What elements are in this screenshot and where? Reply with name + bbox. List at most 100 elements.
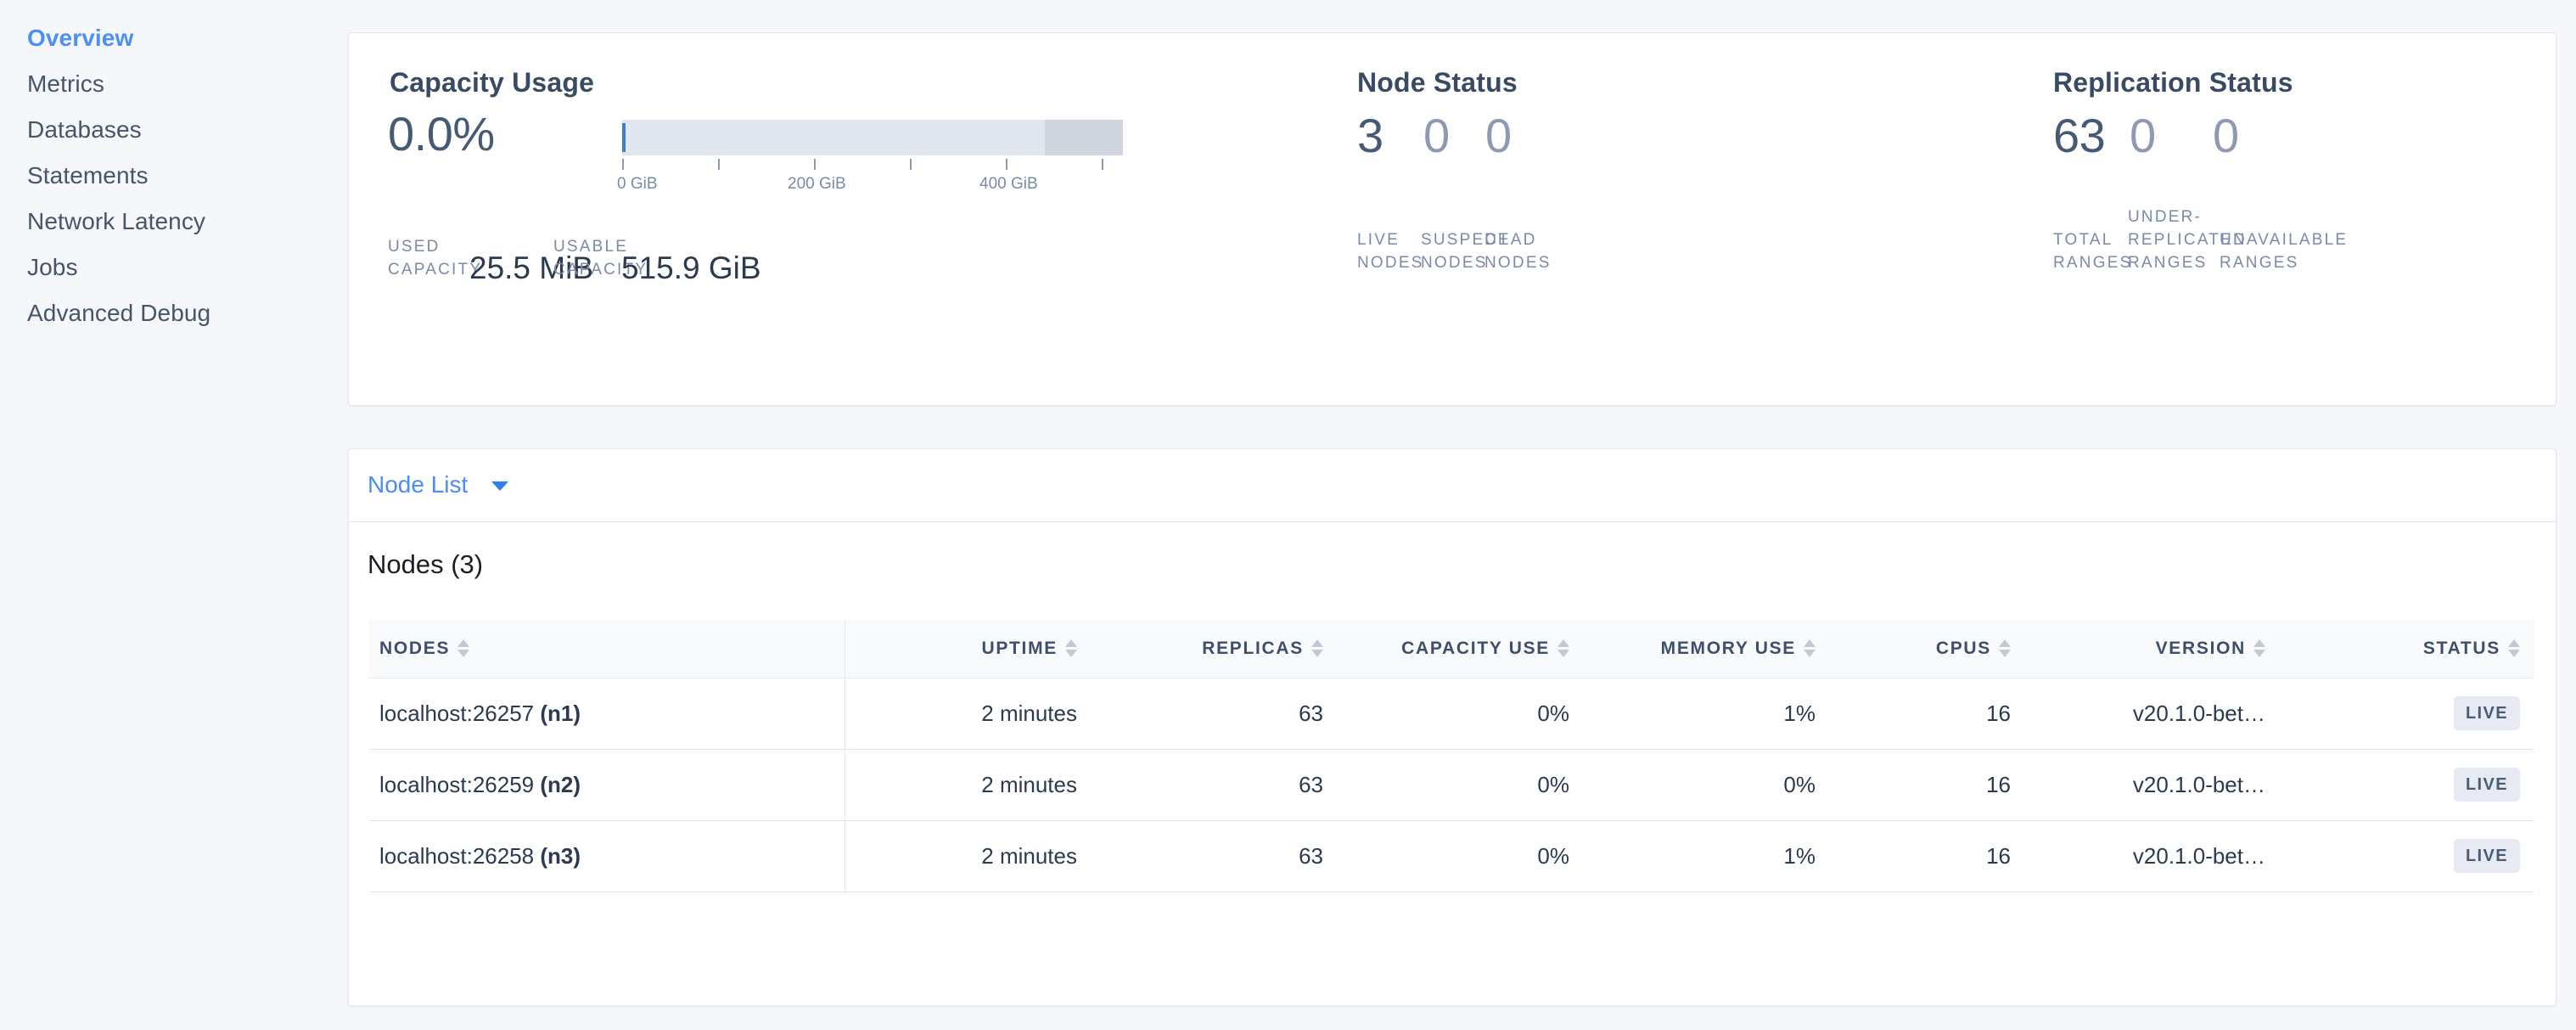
sidebar-item-statements[interactable]: Statements <box>27 162 149 189</box>
cell-status: LIVE <box>2279 678 2534 750</box>
suspect-nodes-value: 0 <box>1423 109 1450 162</box>
dead-nodes-label: DEAD NODES <box>1484 231 1552 272</box>
capacity-axis-ticks <box>622 159 1123 172</box>
cell-node[interactable]: localhost:26257 (n1) <box>369 678 845 750</box>
cell-node[interactable]: localhost:26258 (n3) <box>369 820 845 892</box>
capacity-stats: USED CAPACITY 25.5 MiB USABLE CAPACITY 5… <box>388 235 1305 295</box>
node-id: (n3) <box>540 842 581 869</box>
column-header-cpus[interactable]: CPUS <box>1829 620 2024 678</box>
live-nodes-value: 3 <box>1357 109 1383 162</box>
cell-cpus: 16 <box>1829 678 2024 750</box>
live-nodes-label: LIVE NODES <box>1357 231 1424 272</box>
cell-replicas: 63 <box>1091 820 1337 892</box>
capacity-percent-value: 0.0% <box>388 107 495 160</box>
sidebar-item-jobs[interactable]: Jobs <box>27 254 78 280</box>
status-badge: LIVE <box>2453 839 2520 873</box>
cell-uptime: 2 minutes <box>845 678 1091 750</box>
under-replicated-ranges-value: 0 <box>2130 109 2156 162</box>
nodes-table: NODES UPTIME REPLICAS <box>369 620 2534 892</box>
cluster-summary-card: Capacity Usage 0.0% 0 GiB 200 Gi <box>348 32 2556 406</box>
capacity-axis-labels: 0 GiB 200 GiB 400 GiB <box>617 175 1123 195</box>
node-host: localhost:26258 <box>379 842 535 869</box>
node-host: localhost:26257 <box>379 700 535 726</box>
cell-version: v20.1.0-bet… <box>2024 749 2279 821</box>
nodes-table-card: Nodes (3) NODES <box>348 521 2556 1006</box>
usable-capacity-value: 515.9 GiB <box>621 250 761 285</box>
cell-version: v20.1.0-bet… <box>2024 820 2279 892</box>
suspect-nodes-label: SUSPECT NODES <box>1421 231 1511 272</box>
nodes-table-title: Nodes (3) <box>368 549 484 579</box>
sidebar-item-databases[interactable]: Databases <box>27 116 142 143</box>
cell-uptime: 2 minutes <box>845 820 1091 892</box>
node-host: localhost:26259 <box>379 771 535 797</box>
used-capacity-label-line2: CAPACITY <box>388 261 483 279</box>
capacity-axis-label-2: 400 GiB <box>979 175 1038 193</box>
sort-arrows-icon[interactable] <box>1557 639 1569 658</box>
status-badge: LIVE <box>2453 696 2520 730</box>
node-status-title: Node Status <box>1357 67 1518 98</box>
column-header-replicas[interactable]: REPLICAS <box>1091 620 1337 678</box>
usable-capacity-label: USABLE CAPACITY <box>553 235 715 281</box>
status-badge: LIVE <box>2453 768 2520 802</box>
node-list-selector-card: Node List <box>348 448 2556 521</box>
chevron-down-icon[interactable] <box>491 481 508 491</box>
sort-arrows-icon[interactable] <box>1311 639 1323 658</box>
sidebar-item-advanced-debug[interactable]: Advanced Debug <box>27 300 211 326</box>
used-capacity-value: 25.5 MiB <box>469 250 594 285</box>
sidebar-item-overview[interactable]: Overview <box>27 25 134 51</box>
column-header-memory-use[interactable]: MEMORY USE <box>1583 620 1829 678</box>
sort-arrows-icon[interactable] <box>1065 639 1077 658</box>
unavailable-ranges-value: 0 <box>2213 109 2239 162</box>
used-capacity-label-line1: USED <box>388 238 441 256</box>
column-header-status[interactable]: STATUS <box>2279 620 2534 678</box>
dead-nodes-value: 0 <box>1485 109 1512 162</box>
sort-arrows-icon[interactable] <box>1999 639 2011 658</box>
capacity-bar-reserved-fill <box>1045 120 1123 155</box>
table-row[interactable]: localhost:26257 (n1) 2 minutes 63 0% 1% … <box>369 678 2534 750</box>
cell-capacity-use: 0% <box>1337 749 1583 821</box>
capacity-bar-track <box>622 120 1123 155</box>
capacity-usage-panel: Capacity Usage 0.0% 0 GiB 200 Gi <box>349 33 1325 407</box>
capacity-usage-title: Capacity Usage <box>390 67 595 98</box>
column-header-version[interactable]: VERSION <box>2024 620 2279 678</box>
usable-capacity-label-line2: CAPACITY <box>553 261 648 279</box>
under-replicated-ranges-label: UNDER- REPLICATED RANGES <box>2128 208 2247 272</box>
node-status-panel: Node Status 3 0 0 LIVE NODES SUSPECT NOD… <box>1325 33 2021 407</box>
capacity-axis-label-1: 200 GiB <box>788 175 846 193</box>
node-list-dropdown[interactable]: Node List <box>368 471 469 498</box>
cell-version: v20.1.0-bet… <box>2024 678 2279 750</box>
cell-uptime: 2 minutes <box>845 749 1091 821</box>
node-id: (n2) <box>540 771 581 797</box>
column-header-uptime[interactable]: UPTIME <box>845 620 1091 678</box>
replication-status-title: Replication Status <box>2053 67 2293 98</box>
node-id: (n1) <box>540 700 581 726</box>
cell-cpus: 16 <box>1829 820 2024 892</box>
cell-status: LIVE <box>2279 749 2534 821</box>
sidebar-item-metrics[interactable]: Metrics <box>27 70 104 97</box>
capacity-axis-label-0: 0 GiB <box>617 175 658 193</box>
sort-arrows-icon[interactable] <box>2508 639 2520 658</box>
cell-cpus: 16 <box>1829 749 2024 821</box>
column-header-nodes[interactable]: NODES <box>369 620 845 678</box>
sort-arrows-icon[interactable] <box>1804 639 1816 658</box>
cell-capacity-use: 0% <box>1337 678 1583 750</box>
capacity-bar-chart: 0 GiB 200 GiB 400 GiB <box>617 120 1123 195</box>
sort-arrows-icon[interactable] <box>2253 639 2265 658</box>
total-ranges-value: 63 <box>2053 109 2106 162</box>
sidebar-item-network-latency[interactable]: Network Latency <box>27 208 206 234</box>
cell-memory-use: 1% <box>1583 678 1829 750</box>
cell-capacity-use: 0% <box>1337 820 1583 892</box>
cell-memory-use: 0% <box>1583 749 1829 821</box>
cell-replicas: 63 <box>1091 749 1337 821</box>
cell-replicas: 63 <box>1091 678 1337 750</box>
cell-node[interactable]: localhost:26259 (n2) <box>369 749 845 821</box>
replication-status-panel: Replication Status 63 0 0 TOTAL RANGES U… <box>2021 33 2557 407</box>
column-header-capacity-use[interactable]: CAPACITY USE <box>1337 620 1583 678</box>
sort-arrows-icon[interactable] <box>457 639 470 658</box>
table-row[interactable]: localhost:26259 (n2) 2 minutes 63 0% 0% … <box>369 749 2534 821</box>
table-row[interactable]: localhost:26258 (n3) 2 minutes 63 0% 1% … <box>369 820 2534 892</box>
table-header-row: NODES UPTIME REPLICAS <box>369 620 2534 678</box>
capacity-bar-used-fill <box>622 123 626 152</box>
used-capacity-label: USED CAPACITY <box>388 235 549 281</box>
